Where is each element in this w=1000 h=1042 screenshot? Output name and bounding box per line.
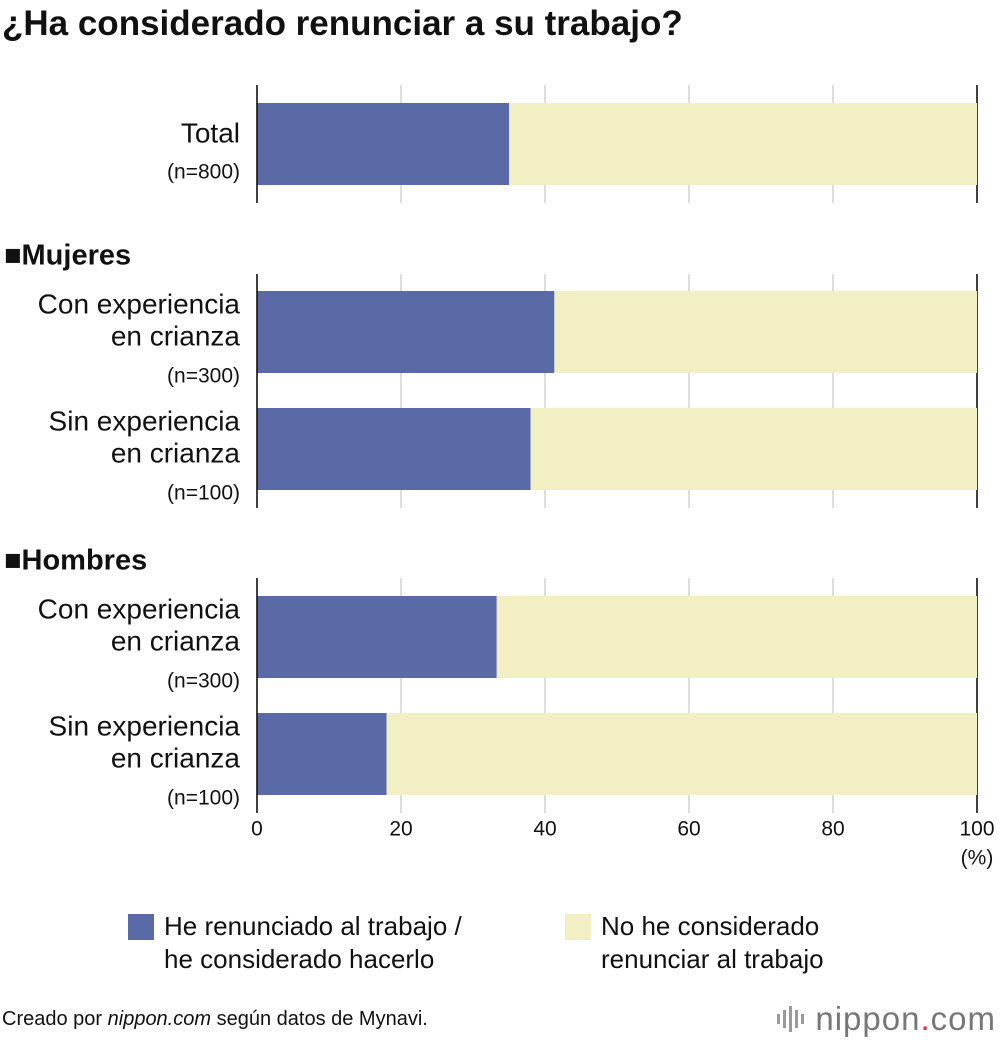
row-label-0-0: Total xyxy=(181,117,240,148)
logo-dot: . xyxy=(920,1000,931,1037)
legend-swatch-not-considered xyxy=(565,914,591,940)
legend-item-considered: He renunciado al trabajo / he considerad… xyxy=(128,910,462,976)
x-tick-2: 40 xyxy=(533,818,556,841)
row-label-1-1-b: en crianza xyxy=(111,437,241,468)
logo-part1: nippon xyxy=(815,1000,921,1037)
bar-1-1-s1 xyxy=(530,408,977,490)
x-tick-3: 60 xyxy=(677,818,700,841)
group-header-2: ■Hombres xyxy=(4,545,147,577)
logo-part2: com xyxy=(930,1000,996,1037)
chart-title: ¿Ha considerado renunciar a su trabajo? xyxy=(2,4,683,43)
row-label-1-0-b: en crianza xyxy=(111,320,241,351)
source-suffix: según datos de Mynavi. xyxy=(211,1008,428,1030)
row-label-2-1-a: Sin experiencia xyxy=(49,710,241,741)
x-tick-1: 20 xyxy=(389,818,412,841)
group-header-1: ■Mujeres xyxy=(4,240,131,272)
bar-2-1-s0 xyxy=(257,713,387,795)
bar-1-1-s0 xyxy=(257,408,531,490)
source-prefix: Creado por xyxy=(2,1008,108,1030)
bar-2-0-s1 xyxy=(496,596,977,678)
legend-label-considered: He renunciado al trabajo / he considerad… xyxy=(164,911,462,974)
row-label-2-0-b: en crianza xyxy=(111,625,241,656)
chart-legend: He renunciado al trabajo / he considerad… xyxy=(128,910,988,980)
bar-1-0-s0 xyxy=(257,291,555,373)
nippon-logo: nippon.com xyxy=(777,1000,996,1038)
x-tick-5: 100 xyxy=(959,818,994,841)
row-n-1-0: (n=300) xyxy=(167,365,240,388)
bar-2-1-s1 xyxy=(386,713,978,795)
row-n-1-1: (n=100) xyxy=(167,482,240,505)
legend-swatch-considered xyxy=(128,914,154,940)
x-tick-0: 0 xyxy=(251,818,263,841)
row-n-2-1: (n=100) xyxy=(167,787,240,810)
row-label-2-0-a: Con experiencia xyxy=(38,593,241,624)
row-n-0-0: (n=800) xyxy=(167,161,240,184)
x-tick-4: 80 xyxy=(821,818,844,841)
legend-item-not-considered: No he considerado renunciar al trabajo xyxy=(565,910,824,976)
row-label-1-0-a: Con experiencia xyxy=(38,288,241,319)
logo-text: nippon.com xyxy=(815,1000,996,1038)
x-unit-label: (%) xyxy=(961,847,994,870)
bar-0-0-s1 xyxy=(509,103,977,185)
source-credit: Creado por nippon.com según datos de Myn… xyxy=(2,1008,428,1031)
row-n-2-0: (n=300) xyxy=(167,670,240,693)
row-label-2-1-b: en crianza xyxy=(111,742,241,773)
row-label-1-1-a: Sin experiencia xyxy=(49,405,241,436)
legend-label-not-considered: No he considerado renunciar al trabajo xyxy=(601,911,824,974)
bar-2-0-s0 xyxy=(257,596,497,678)
bar-1-0-s1 xyxy=(554,291,977,373)
bar-0-0-s0 xyxy=(257,103,509,185)
source-site: nippon.com xyxy=(107,1008,212,1030)
logo-bars-icon xyxy=(777,1006,807,1032)
